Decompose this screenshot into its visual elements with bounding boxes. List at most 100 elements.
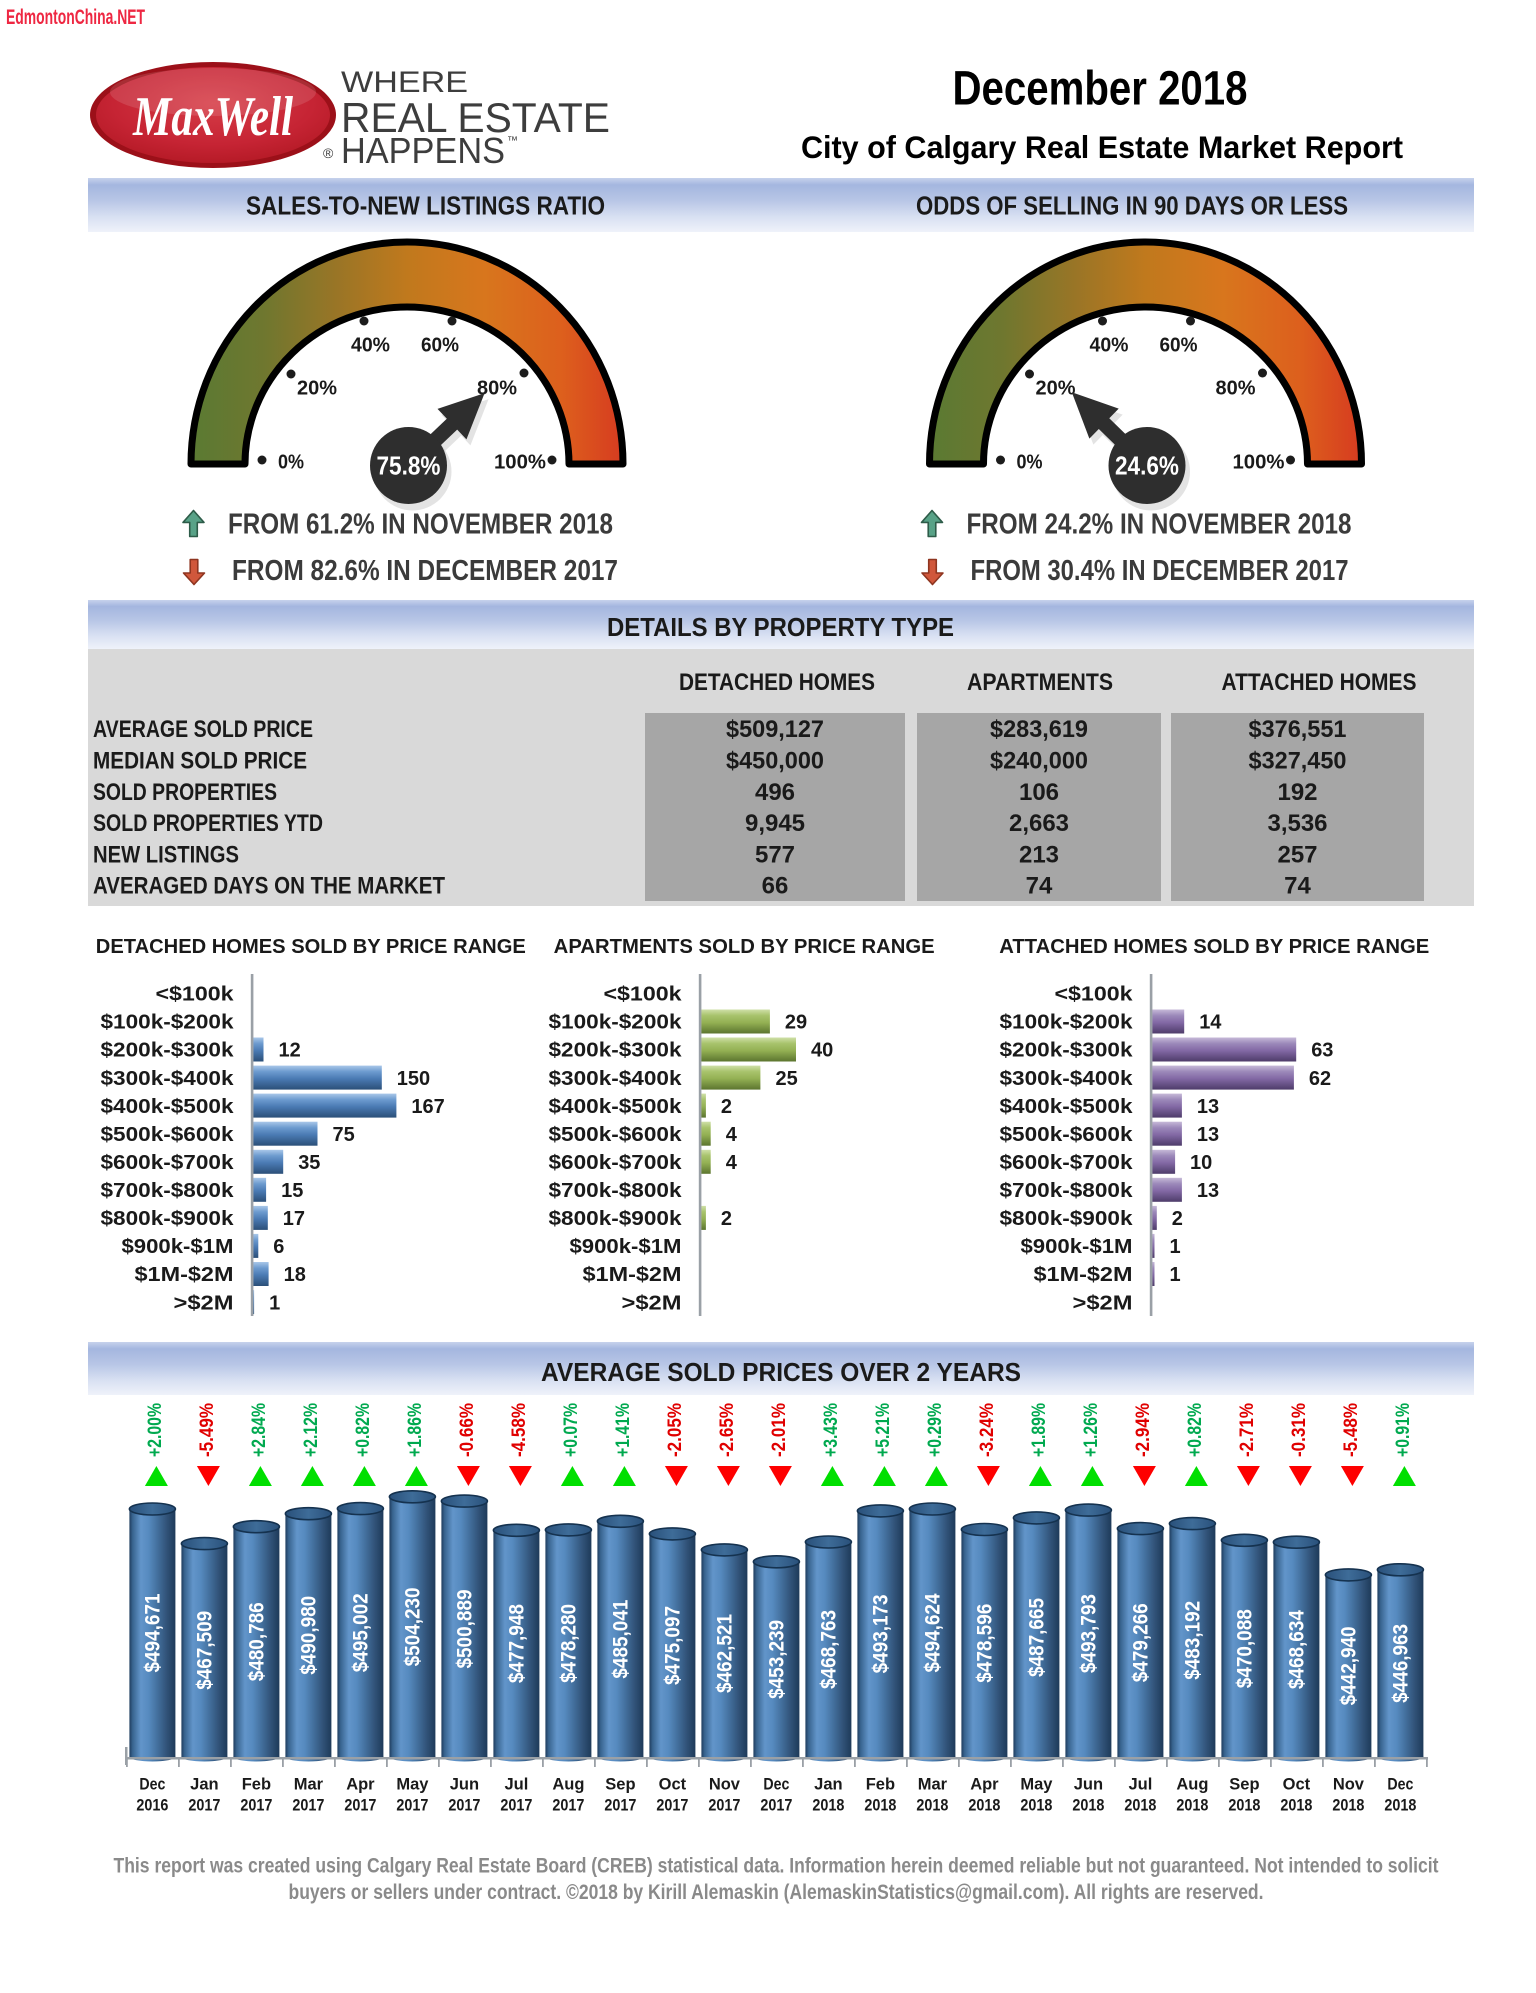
svg-text:$475,097: $475,097 [661,1606,684,1685]
svg-text:HAPPENS: HAPPENS [341,130,505,171]
svg-text:WHERE: WHERE [341,66,468,99]
svg-text:SOLD PROPERTIES YTD: SOLD PROPERTIES YTD [93,810,323,837]
svg-text:+0.82%: +0.82% [1185,1403,1206,1457]
svg-text:-2.01%: -2.01% [769,1403,790,1457]
svg-text:Sep: Sep [1229,1776,1259,1794]
svg-text:40%: 40% [351,334,390,356]
svg-text:+0.29%: +0.29% [925,1403,946,1457]
svg-text:Oct: Oct [659,1776,687,1794]
svg-text:NEW LISTINGS: NEW LISTINGS [93,841,239,868]
svg-text:$480,786: $480,786 [245,1602,268,1681]
svg-text:$400k-$500k: $400k-$500k [549,1096,683,1118]
svg-text:12: 12 [279,1040,301,1062]
svg-text:577: 577 [755,841,795,868]
svg-text:$494,624: $494,624 [921,1593,944,1672]
svg-text:May: May [396,1776,429,1794]
svg-text:74: 74 [1284,873,1311,900]
svg-text:+5.21%: +5.21% [873,1403,894,1457]
svg-text:$600k-$700k: $600k-$700k [1000,1152,1134,1174]
svg-text:$485,041: $485,041 [609,1599,632,1678]
svg-text:2018: 2018 [1020,1797,1052,1815]
svg-text:$493,793: $493,793 [1077,1594,1100,1673]
svg-text:150: 150 [397,1068,430,1090]
svg-text:Feb: Feb [242,1776,271,1794]
svg-text:SALES-TO-NEW LISTINGS RATIO: SALES-TO-NEW LISTINGS RATIO [246,193,605,221]
svg-text:2017: 2017 [448,1797,480,1815]
svg-text:>$2M: >$2M [1073,1292,1133,1314]
svg-text:December 2018: December 2018 [953,63,1248,116]
svg-text:$500k-$600k: $500k-$600k [1000,1124,1134,1146]
svg-text:$493,173: $493,173 [869,1594,892,1673]
svg-text:$470,088: $470,088 [1233,1609,1256,1688]
svg-text:100%: 100% [1233,451,1285,473]
svg-text:35: 35 [298,1152,320,1174]
svg-text:$283,619: $283,619 [990,716,1088,743]
svg-text:Jun: Jun [450,1776,479,1794]
svg-text:Sep: Sep [605,1776,635,1794]
svg-text:Jul: Jul [1128,1776,1152,1794]
svg-text:$468,763: $468,763 [817,1610,840,1689]
svg-text:Jul: Jul [504,1776,528,1794]
svg-text:18: 18 [284,1264,306,1286]
svg-text:0%: 0% [1017,451,1043,473]
svg-text:>$2M: >$2M [622,1292,682,1314]
svg-text:Aug: Aug [1176,1776,1208,1794]
svg-text:-4.58%: -4.58% [509,1403,530,1457]
svg-text:ODDS OF SELLING IN 90 DAYS OR: ODDS OF SELLING IN 90 DAYS OR LESS [916,193,1348,221]
svg-text:2017: 2017 [656,1797,688,1815]
svg-text:10: 10 [1190,1152,1212,1174]
svg-text:$100k-$200k: $100k-$200k [101,1012,235,1034]
svg-text:+1.89%: +1.89% [1029,1403,1050,1457]
svg-text:ATTACHED HOMES: ATTACHED HOMES [1222,669,1417,696]
svg-text:$700k-$800k: $700k-$800k [549,1180,683,1202]
svg-text:2018: 2018 [916,1797,948,1815]
svg-text:496: 496 [755,779,795,806]
svg-text:$483,192: $483,192 [1181,1601,1204,1680]
svg-text:$240,000: $240,000 [990,748,1088,775]
svg-text:$700k-$800k: $700k-$800k [101,1180,235,1202]
svg-text:2018: 2018 [1332,1797,1364,1815]
svg-text:+0.91%: +0.91% [1393,1403,1414,1457]
svg-text:2017: 2017 [188,1797,220,1815]
svg-text:15: 15 [281,1180,303,1202]
svg-text:Mar: Mar [918,1776,948,1794]
svg-text:66: 66 [762,873,789,900]
svg-text:Jun: Jun [1074,1776,1103,1794]
svg-text:Nov: Nov [709,1776,741,1794]
svg-text:257: 257 [1277,841,1317,868]
svg-text:Apr: Apr [346,1776,375,1794]
svg-text:Dec: Dec [139,1776,165,1794]
svg-text:2017: 2017 [344,1797,376,1815]
svg-text:40: 40 [811,1040,833,1062]
svg-text:2018: 2018 [812,1797,844,1815]
svg-text:2018: 2018 [1384,1797,1416,1815]
svg-text:$495,002: $495,002 [349,1593,372,1672]
svg-text:74: 74 [1026,873,1053,900]
svg-text:$200k-$300k: $200k-$300k [1000,1040,1134,1062]
svg-text:+2.00%: +2.00% [145,1403,166,1457]
svg-text:$479,266: $479,266 [1129,1603,1152,1682]
svg-text:$500,889: $500,889 [453,1590,476,1669]
svg-text:$300k-$400k: $300k-$400k [101,1068,235,1090]
svg-text:$467,509: $467,509 [193,1611,216,1690]
svg-text:Dec: Dec [763,1776,789,1794]
svg-text:May: May [1020,1776,1053,1794]
svg-text:$600k-$700k: $600k-$700k [549,1152,683,1174]
svg-text:1: 1 [1170,1264,1181,1286]
svg-text:$800k-$900k: $800k-$900k [1000,1208,1134,1230]
svg-text:$700k-$800k: $700k-$800k [1000,1180,1134,1202]
svg-text:-2.05%: -2.05% [665,1403,686,1457]
svg-text:2017: 2017 [240,1797,272,1815]
svg-text:3,536: 3,536 [1267,810,1327,837]
svg-text:City of Calgary Real Estate Ma: City of Calgary Real Estate Market Repor… [801,129,1403,165]
svg-text:+1.26%: +1.26% [1081,1403,1102,1457]
svg-text:40%: 40% [1090,334,1129,356]
svg-text:20%: 20% [297,377,337,399]
svg-text:60%: 60% [421,334,459,356]
svg-text:$1M-$2M: $1M-$2M [583,1264,682,1286]
svg-text:+3.43%: +3.43% [821,1403,842,1457]
svg-text:2017: 2017 [396,1797,428,1815]
svg-text:20%: 20% [1036,377,1076,399]
svg-text:$504,230: $504,230 [401,1587,424,1666]
svg-text:167: 167 [411,1096,444,1118]
